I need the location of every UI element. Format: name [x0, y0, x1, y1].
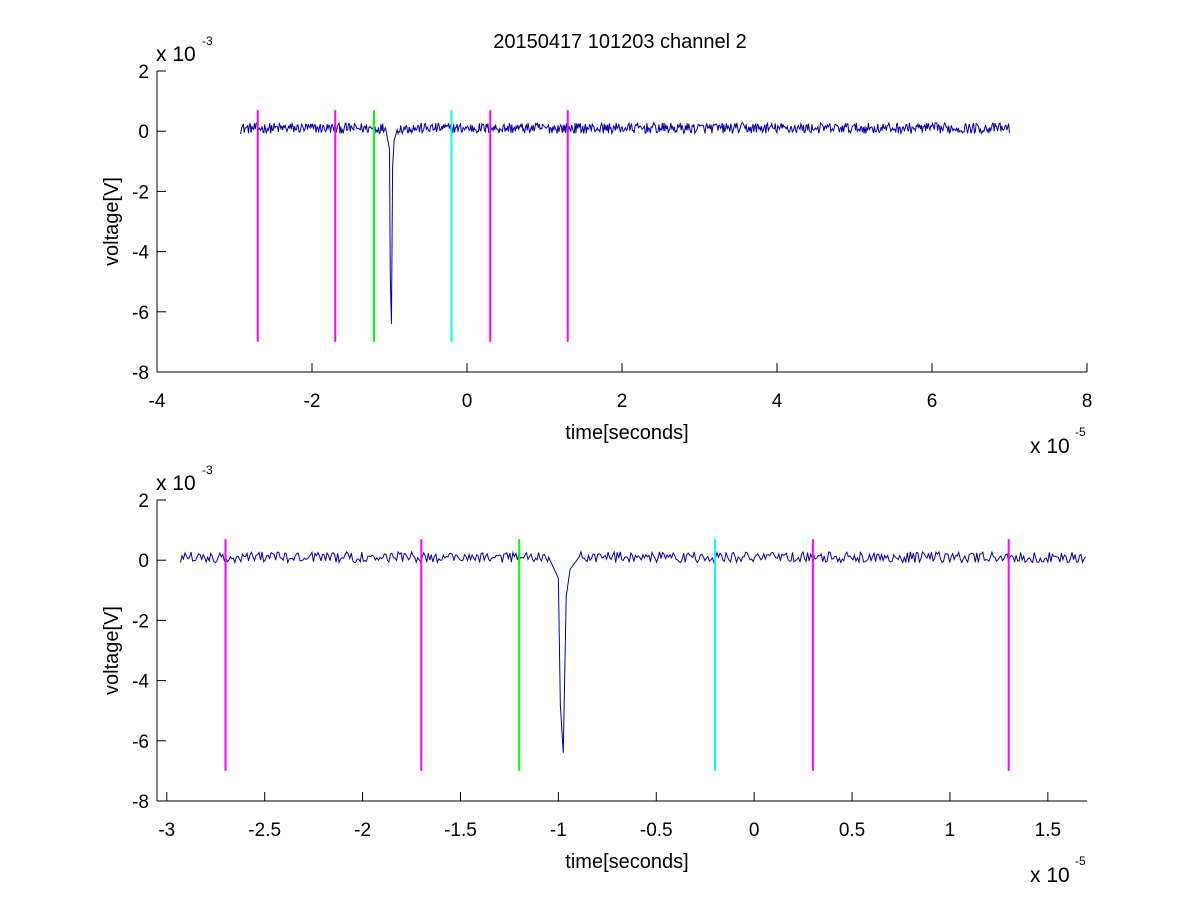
x-tick-label: -3 — [158, 820, 175, 841]
x-tick-label: -2 — [354, 820, 371, 841]
x-exponent-label: x 10 — [1030, 864, 1070, 887]
x-tick-label: -2.5 — [248, 820, 281, 841]
x-tick-label: 0.5 — [839, 820, 865, 841]
y-tick-label: -4 — [132, 672, 149, 693]
x-tick-label: -2 — [304, 391, 321, 412]
x-tick-label: -1 — [550, 820, 567, 841]
x-axis-label: time[seconds] — [565, 851, 688, 873]
signal-trace — [239, 121, 1010, 324]
top-subplot: -4 -2 0 2 4 6 8 2 0 -2 -4 -6 -8 time[seconds] voltage[… — [101, 34, 1092, 458]
y-tick-label: -6 — [132, 303, 149, 324]
x-tick-label: 4 — [772, 391, 783, 412]
y-exponent-label: x 10 — [156, 472, 196, 495]
y-tick-label: 0 — [138, 122, 149, 143]
x-tick-label: 1.5 — [1035, 820, 1061, 841]
x-tick-label: -0.5 — [640, 820, 673, 841]
y-tick-label: 0 — [138, 551, 149, 572]
y-tick-label: -6 — [132, 732, 149, 753]
x-tick-label: 0 — [462, 391, 473, 412]
y-exponent-superscript: -3 — [202, 463, 213, 477]
x-tick-label: 1 — [945, 820, 956, 841]
x-exponent-superscript: -5 — [1075, 854, 1086, 868]
x-tick-label: 8 — [1082, 391, 1093, 412]
y-tick-label: -4 — [132, 243, 149, 264]
y-axis-label: voltage[V] — [101, 177, 123, 266]
y-tick-label: 2 — [138, 491, 149, 512]
figure-title: 20150417 101203 channel 2 — [493, 31, 747, 53]
x-tick-label: 6 — [927, 391, 938, 412]
y-tick-label: -2 — [132, 611, 149, 632]
y-axis-label: voltage[V] — [101, 606, 123, 695]
y-tick-label: -8 — [132, 792, 149, 813]
y-tick-label: 2 — [138, 62, 149, 83]
x-tick-label: 2 — [617, 391, 628, 412]
bottom-subplot: -3 -2.5 -2 -1.5 -1 -0.5 0 0.5 1 1.5 2 0 -2 -4 -6 -8 time… — [101, 463, 1087, 887]
x-tick-label: 0 — [749, 820, 760, 841]
x-tick-label: -4 — [149, 391, 166, 412]
x-exponent-superscript: -5 — [1075, 425, 1086, 439]
signal-trace — [180, 550, 1087, 753]
y-exponent-superscript: -3 — [202, 34, 213, 48]
x-axis-label: time[seconds] — [565, 422, 688, 444]
x-exponent-label: x 10 — [1030, 435, 1070, 458]
y-exponent-label: x 10 — [156, 43, 196, 66]
x-tick-label: -1.5 — [444, 820, 477, 841]
y-tick-label: -8 — [132, 363, 149, 384]
y-tick-label: -2 — [132, 182, 149, 203]
